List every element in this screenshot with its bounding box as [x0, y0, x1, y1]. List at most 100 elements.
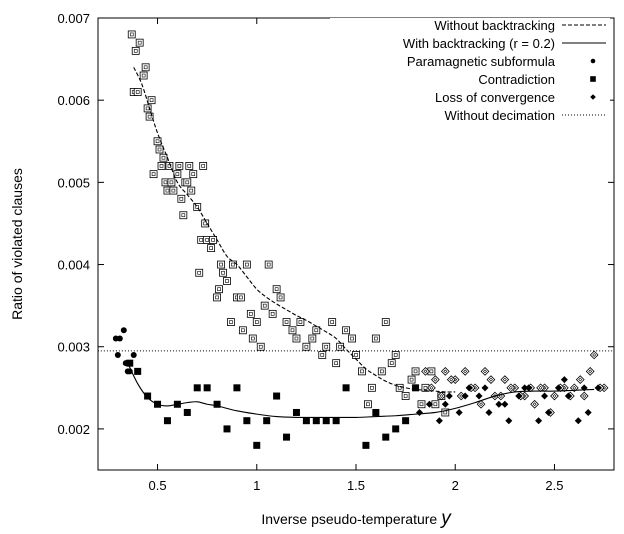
- data-point: [139, 71, 148, 80]
- data-point: [223, 425, 231, 433]
- data-point-inner: [251, 336, 255, 341]
- data-point: [515, 392, 523, 400]
- data-point-inner: [219, 262, 223, 267]
- data-point-inner: [161, 155, 166, 160]
- data-point: [435, 417, 443, 425]
- data-point: [445, 392, 453, 400]
- legend-bg: [330, 72, 610, 88]
- data-point: [179, 211, 188, 220]
- data-point: [495, 400, 503, 408]
- data-point: [193, 384, 201, 392]
- data-point-inner: [433, 377, 438, 382]
- data-point: [167, 178, 176, 187]
- data-point: [589, 350, 599, 360]
- data-point-inner: [147, 114, 152, 119]
- data-point: [506, 383, 516, 393]
- data-point: [322, 417, 330, 425]
- data-point-inner: [360, 369, 364, 374]
- data-point-inner: [298, 320, 303, 324]
- data-point: [256, 342, 265, 351]
- data-point-inner: [379, 369, 384, 374]
- data-point: [440, 367, 450, 376]
- data-point-inner: [393, 353, 398, 357]
- data-point: [371, 334, 380, 343]
- legend-label: Without decimation: [444, 108, 555, 123]
- data-point: [579, 391, 589, 401]
- data-point-inner: [290, 328, 295, 333]
- data-point: [535, 417, 543, 425]
- data-point: [153, 137, 162, 146]
- data-point: [455, 408, 463, 416]
- series-1: [127, 362, 595, 419]
- data-point: [461, 392, 469, 400]
- data-point: [126, 359, 134, 367]
- data-point: [248, 334, 257, 343]
- data-point: [342, 384, 350, 392]
- data-point: [382, 433, 390, 441]
- data-point-inner: [409, 377, 414, 382]
- data-point: [476, 399, 486, 409]
- data-point: [352, 351, 360, 359]
- legend-bg: [330, 90, 610, 106]
- data-point-inner: [334, 361, 338, 365]
- data-point-inner: [278, 295, 283, 300]
- data-point-inner: [189, 188, 194, 193]
- data-point: [252, 318, 261, 326]
- data-point: [169, 186, 178, 195]
- data-point-inner: [419, 402, 424, 407]
- data-point: [147, 96, 156, 105]
- data-point-inner: [274, 287, 279, 292]
- data-point-inner: [592, 353, 597, 357]
- data-point-inner: [258, 344, 263, 349]
- data-point-inner: [249, 312, 253, 316]
- data-point: [195, 268, 204, 277]
- data-point: [485, 408, 493, 416]
- data-point: [441, 400, 449, 408]
- x-tick-label: 1.5: [347, 478, 365, 493]
- data-point-inner: [217, 287, 221, 292]
- data-point: [288, 326, 297, 335]
- data-point: [402, 417, 410, 425]
- data-point: [238, 326, 247, 335]
- data-point-inner: [324, 344, 329, 349]
- data-point: [183, 178, 192, 187]
- data-point: [391, 351, 400, 359]
- data-point: [431, 400, 440, 409]
- data-point: [157, 162, 166, 170]
- data-point: [441, 408, 450, 417]
- data-point: [145, 112, 154, 121]
- data-point-inner: [165, 188, 170, 193]
- data-point-inner: [489, 377, 493, 382]
- data-point: [401, 392, 410, 400]
- data-point-inner: [175, 172, 180, 176]
- data-point: [114, 351, 121, 358]
- data-point-inner: [330, 320, 334, 324]
- data-point-inner: [201, 164, 205, 168]
- data-point-inner: [203, 221, 207, 226]
- data-point: [283, 433, 291, 441]
- data-point-inner: [370, 386, 374, 390]
- data-point: [594, 384, 602, 392]
- data-point: [144, 392, 152, 400]
- legend-label: With backtracking (r = 0.2): [403, 36, 555, 51]
- data-point-inner: [314, 328, 319, 333]
- data-point-inner: [245, 262, 249, 267]
- series-6: [127, 30, 450, 417]
- data-point: [421, 367, 430, 376]
- data-point: [187, 186, 196, 195]
- series-line: [127, 362, 595, 419]
- data-point: [133, 88, 142, 96]
- data-point: [276, 293, 285, 302]
- data-point-inner: [532, 402, 537, 407]
- data-point-inner: [177, 164, 182, 168]
- data-point-inner: [137, 40, 142, 45]
- data-point-inner: [582, 394, 587, 398]
- data-point: [177, 194, 186, 203]
- data-point: [358, 367, 366, 376]
- data-point: [183, 408, 191, 416]
- data-point: [318, 351, 327, 359]
- y-tick-label: 0.004: [57, 258, 90, 273]
- data-point-inner: [508, 385, 513, 390]
- data-point: [332, 417, 340, 425]
